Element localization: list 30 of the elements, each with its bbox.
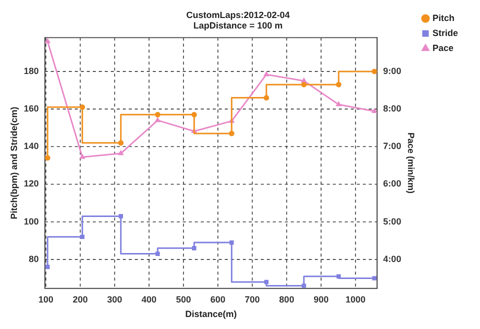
y2-tick-label: 8:00 (383, 104, 402, 114)
y-tick-label: 120 (24, 178, 39, 189)
x-tick-label: 700 (244, 294, 260, 304)
chart-title: CustomLaps:2012-02-04 (186, 10, 290, 20)
y-tick-label: 80 (28, 254, 39, 264)
x-tick-label: 500 (176, 294, 191, 304)
x-tick-label: 1000 (345, 294, 366, 304)
y2-tick-label: 9:00 (383, 66, 402, 76)
x-tick-label: 400 (142, 294, 157, 304)
y-tick-label: 180 (24, 66, 39, 76)
x-tick-label: 100 (38, 294, 54, 304)
y2-axis-title: Pace (min/km) (406, 132, 416, 194)
legend-label: Pitch (432, 12, 455, 23)
x-tick-label: 200 (72, 294, 88, 304)
x-tick-label: 800 (279, 294, 294, 304)
y-tick-label: 160 (24, 104, 39, 114)
y2-tick-label: 7:00 (383, 141, 402, 152)
y2-tick-label: 4:00 (383, 254, 402, 264)
y-tick-label: 140 (24, 141, 39, 152)
y2-tick-label: 5:00 (383, 216, 402, 226)
y-axis-title: Pitch(bpm) and Stride(cm) (8, 106, 19, 220)
x-tick-label: 300 (107, 294, 122, 304)
legend-label: Stride (432, 28, 458, 38)
legend-label: Pace (432, 42, 454, 53)
x-axis-title: Distance(m) (185, 309, 237, 320)
chart-subtitle: LapDistance = 100 m (193, 20, 283, 31)
x-tick-label: 600 (210, 294, 226, 304)
y2-tick-label: 6:00 (383, 178, 402, 189)
y-tick-label: 100 (24, 216, 39, 226)
x-tick-label: 900 (314, 294, 329, 304)
